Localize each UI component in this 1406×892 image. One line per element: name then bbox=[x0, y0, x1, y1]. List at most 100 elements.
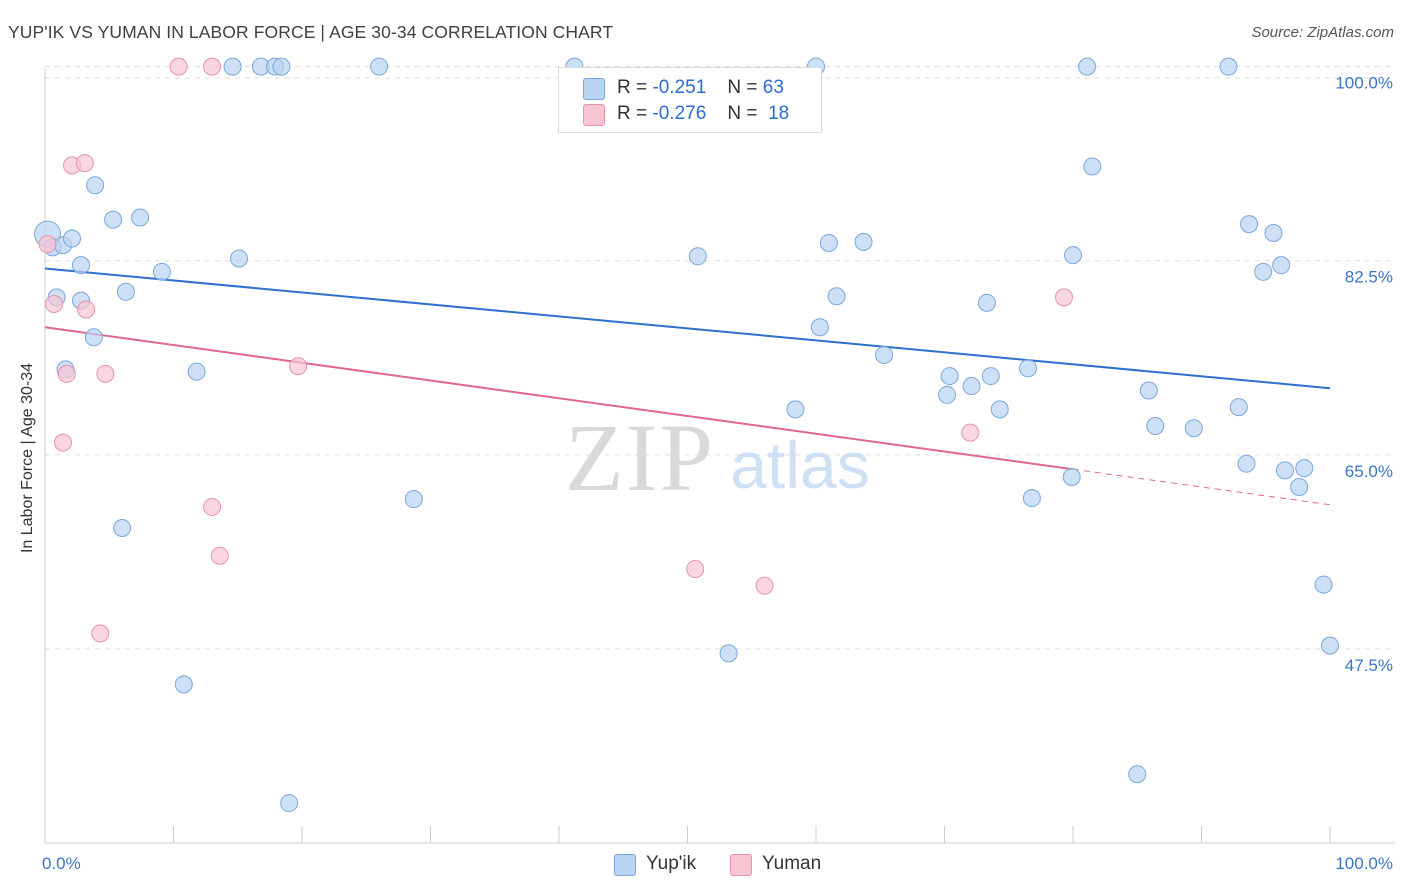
yupik-point bbox=[962, 377, 981, 396]
yupik-point bbox=[990, 400, 1009, 419]
yupik-trendline bbox=[44, 267, 1331, 390]
yuman-point bbox=[77, 300, 96, 319]
yuman-point bbox=[755, 576, 774, 595]
yupik-point bbox=[875, 346, 894, 364]
yuman-point bbox=[289, 357, 308, 376]
yupik-point bbox=[1276, 461, 1295, 480]
yuman-point bbox=[210, 546, 229, 565]
axes bbox=[44, 68, 1395, 844]
yuman-point bbox=[38, 235, 57, 254]
yupik-point bbox=[1229, 398, 1248, 417]
watermark: ZIP atlas bbox=[565, 404, 870, 511]
yupik-point bbox=[1139, 381, 1158, 400]
y-tick-label: 65.0% bbox=[1345, 462, 1393, 481]
yupik-point bbox=[104, 210, 123, 229]
yupik-point bbox=[131, 208, 150, 227]
yupik-point bbox=[1022, 489, 1041, 508]
yupik-point bbox=[230, 249, 249, 268]
yupik-point bbox=[1254, 262, 1273, 281]
legend-n-label: N = bbox=[727, 103, 758, 124]
legend-r-label: R = bbox=[617, 103, 648, 124]
yuman-point bbox=[57, 364, 76, 383]
legend-r-value-yupik: -0.251 bbox=[652, 77, 707, 98]
yupik-point bbox=[1237, 454, 1256, 473]
yupik-point bbox=[1264, 224, 1283, 242]
tick-labels: 47.5% 65.0% 82.5% 100.0% 0.0% 100.0% bbox=[42, 74, 1393, 873]
stats-legend: R = -0.251 N = 63 R = -0.276 N = 18 bbox=[558, 67, 822, 133]
bottom-legend-label-yuman: Yuman bbox=[762, 853, 822, 874]
x-tick-label-min: 0.0% bbox=[42, 854, 81, 873]
yupik-point bbox=[86, 176, 105, 195]
x-tick-label-max: 100.0% bbox=[1335, 854, 1393, 873]
yupik-point bbox=[113, 519, 132, 538]
y-axis-label: In Labor Force | Age 30-34 bbox=[19, 362, 36, 554]
watermark-atlas: atlas bbox=[730, 428, 869, 502]
bottom-legend-label-yupik: Yup'ik bbox=[646, 853, 697, 874]
bottom-legend-swatch-yuman bbox=[730, 854, 752, 876]
legend-r-label: R = bbox=[617, 77, 648, 98]
yupik-point bbox=[719, 644, 738, 663]
yuman-point bbox=[75, 154, 94, 173]
yupik-point bbox=[370, 57, 389, 76]
yupik-point bbox=[187, 362, 206, 381]
y-tick-label: 47.5% bbox=[1345, 656, 1393, 675]
yupik-point bbox=[62, 229, 81, 248]
yupik-point bbox=[810, 318, 829, 337]
yuman-point bbox=[169, 57, 188, 76]
yupik-point bbox=[1019, 359, 1038, 378]
yupik-point bbox=[1314, 575, 1333, 594]
yupik-point bbox=[938, 385, 957, 404]
yuman-point bbox=[53, 433, 72, 452]
yupik-point bbox=[1184, 419, 1203, 438]
yupik-point bbox=[786, 400, 805, 419]
yuman-point bbox=[961, 423, 980, 442]
yupik-point bbox=[1146, 416, 1165, 435]
trendlines bbox=[44, 267, 1331, 506]
yupik-point bbox=[404, 490, 423, 509]
yupik-point bbox=[1078, 57, 1097, 76]
yuman-trendline bbox=[44, 326, 1074, 471]
data-points bbox=[34, 57, 1339, 813]
yupik-point bbox=[854, 232, 873, 251]
legend-n-label: N = bbox=[727, 77, 758, 98]
yupik-point bbox=[1062, 468, 1081, 486]
bottom-legend-swatch-yupik bbox=[614, 854, 636, 876]
yupik-point bbox=[84, 328, 103, 347]
yupik-point bbox=[1064, 246, 1082, 265]
yuman-point bbox=[91, 624, 110, 643]
legend-n-value-yuman: 18 bbox=[768, 103, 790, 124]
legend-swatch-yuman bbox=[583, 104, 605, 126]
yupik-point bbox=[174, 675, 193, 694]
grid-lines bbox=[45, 66, 1395, 650]
y-tick-label: 82.5% bbox=[1345, 268, 1393, 287]
yupik-point bbox=[940, 367, 959, 386]
yupik-point bbox=[116, 282, 135, 301]
yupik-point bbox=[152, 262, 171, 281]
yupik-point bbox=[819, 233, 838, 252]
yupik-point bbox=[1240, 215, 1259, 234]
legend-r-value-yuman: -0.276 bbox=[652, 103, 707, 124]
yupik-point bbox=[981, 367, 1000, 386]
yupik-point bbox=[71, 256, 90, 275]
yupik-point bbox=[272, 57, 291, 76]
yupik-point bbox=[977, 293, 996, 312]
yupik-point bbox=[688, 247, 707, 266]
yupik-point bbox=[223, 57, 242, 76]
y-tick-label: 100.0% bbox=[1335, 74, 1393, 93]
yupik-point bbox=[1295, 459, 1314, 478]
legend-n-value-yupik: 63 bbox=[762, 77, 784, 98]
yuman-point bbox=[203, 497, 222, 516]
yupik-point bbox=[1321, 636, 1339, 655]
watermark-zip: ZIP bbox=[565, 404, 715, 511]
yupik-point bbox=[1272, 256, 1291, 275]
yupik-point bbox=[1290, 477, 1309, 496]
yuman-point bbox=[44, 294, 63, 313]
yupik-point bbox=[280, 794, 299, 813]
chart-title: YUP'IK VS YUMAN IN LABOR FORCE | AGE 30-… bbox=[8, 22, 614, 42]
yuman-point bbox=[96, 364, 115, 383]
yupik-point bbox=[827, 287, 846, 306]
yupik-point bbox=[1083, 157, 1102, 176]
yupik-point bbox=[1219, 57, 1238, 76]
yuman-point bbox=[686, 560, 705, 579]
